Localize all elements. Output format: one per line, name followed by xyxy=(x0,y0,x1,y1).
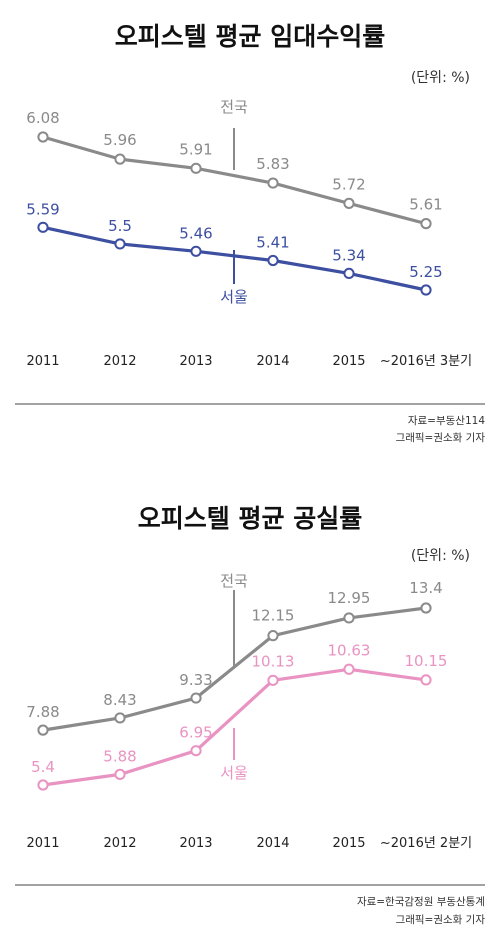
yield-series-1-point-1 xyxy=(114,238,126,250)
yield-chart: 오피스텔 평균 임대수익률 (단위: %) 전국 6.08 5.96 5.91 5.83… xyxy=(15,22,485,444)
vacancy-chart-title: 오피스텔 평균 공실률 xyxy=(138,504,362,533)
vacancy-series-0-name: 전국 xyxy=(220,572,248,590)
yield-series-0-point-1 xyxy=(114,153,126,165)
yield-series-1-label-2: 5.46 xyxy=(179,224,212,242)
yield-series-0-point-2 xyxy=(190,162,202,174)
vacancy-series-1-label-4: 10.63 xyxy=(328,641,371,659)
vacancy-series-1-label-2: 6.95 xyxy=(179,724,212,742)
vacancy-series-0-line xyxy=(42,606,427,732)
vacancy-series-0-point-1 xyxy=(114,712,126,724)
yield-series-1-point-2 xyxy=(190,245,202,257)
vacancy-series-0-point-2 xyxy=(190,692,202,704)
vacancy-series-1-point-1 xyxy=(114,768,126,780)
vacancy-x-tick-3: 2014 xyxy=(256,836,289,851)
yield-series-0-name: 전국 xyxy=(220,98,248,116)
vacancy-series-0-label-0: 7.88 xyxy=(26,703,59,721)
yield-x-tick-3: 2014 xyxy=(256,354,289,369)
yield-series-0-label-3: 5.83 xyxy=(256,155,289,173)
vacancy-series-1-point-2 xyxy=(190,745,202,757)
yield-series-1-point-3 xyxy=(267,254,279,267)
yield-series-0-point-3 xyxy=(267,177,279,189)
yield-series-0-point-0 xyxy=(37,131,49,143)
vacancy-series-1-label-3: 10.13 xyxy=(252,652,295,670)
yield-series-1-label-4: 5.34 xyxy=(332,246,365,264)
vacancy-series-0-point-4 xyxy=(343,612,355,624)
yield-series-0-label-5: 5.61 xyxy=(409,196,442,214)
yield-series-1-point-0 xyxy=(37,221,49,233)
yield-x-tick-2: 2013 xyxy=(179,354,212,369)
vacancy-x-tick-2: 2013 xyxy=(179,836,212,851)
vacancy-series-1-name: 서울 xyxy=(220,764,248,782)
vacancy-series-layer: 전국 7.88 8.43 9.33 12.15 12.95 13.4 서울 5.4 5.88 6.9… xyxy=(26,572,448,791)
yield-chart-title: 오피스텔 평균 임대수익률 xyxy=(115,22,385,51)
yield-series-0-label-0: 6.08 xyxy=(26,109,59,127)
vacancy-series-1-point-4 xyxy=(343,663,355,675)
vacancy-series-0-label-5: 13.4 xyxy=(409,579,442,597)
yield-x-axis: 2011 2012 2013 2014 2015 ~2016년 3분기 xyxy=(26,354,472,369)
vacancy-x-axis: 2011 2012 2013 2014 2015 ~2016년 2분기 xyxy=(26,836,472,851)
yield-series-0-label-2: 5.91 xyxy=(179,140,212,158)
yield-x-tick-5: ~2016년 3분기 xyxy=(380,354,472,369)
vacancy-series-0-point-3 xyxy=(267,630,279,642)
vacancy-series-0-label-4: 12.95 xyxy=(328,589,371,607)
vacancy-series-0-point-5 xyxy=(420,602,432,614)
vacancy-x-tick-0: 2011 xyxy=(26,836,59,851)
yield-series-1-label-3: 5.41 xyxy=(256,234,289,252)
vacancy-x-tick-4: 2015 xyxy=(332,836,365,851)
vacancy-series-1-label-5: 10.15 xyxy=(405,652,448,670)
yield-credit: 그래픽=권소화 기자 xyxy=(396,432,486,444)
vacancy-x-tick-1: 2012 xyxy=(103,836,136,851)
yield-series-0-point-5 xyxy=(420,218,432,230)
yield-series-0-line xyxy=(42,135,427,226)
yield-series-0-label-4: 5.72 xyxy=(332,175,365,193)
yield-series-1-label-1: 5.5 xyxy=(108,217,132,235)
vacancy-x-tick-5: ~2016년 2분기 xyxy=(380,836,472,851)
yield-series-1-name: 서울 xyxy=(220,288,248,306)
yield-series-layer: 전국 6.08 5.96 5.91 5.83 5.72 5.61 서울 5.59 5.5 5.46 5… xyxy=(26,98,442,306)
yield-x-tick-1: 2012 xyxy=(103,354,136,369)
vacancy-chart: 오피스텔 평균 공실률 (단위: %) 전국 7.88 8.43 9.33 12.15 1… xyxy=(15,504,485,926)
vacancy-series-0-label-2: 9.33 xyxy=(179,671,212,689)
vacancy-source: 자료=한국감정원 부동산통계 xyxy=(357,896,485,908)
yield-series-0-label-1: 5.96 xyxy=(103,131,136,149)
vacancy-series-1-point-3 xyxy=(267,674,279,686)
yield-source: 자료=부동산114 xyxy=(408,415,485,427)
yield-x-tick-0: 2011 xyxy=(26,354,59,369)
yield-series-1-point-4 xyxy=(343,267,355,280)
yield-x-tick-4: 2015 xyxy=(332,354,365,369)
yield-series-1-label-5: 5.25 xyxy=(409,263,442,281)
vacancy-series-0-label-1: 8.43 xyxy=(103,691,136,709)
vacancy-series-1-line xyxy=(42,667,427,787)
vacancy-series-1-label-0: 5.4 xyxy=(31,758,55,776)
yield-chart-unit: (단위: %) xyxy=(411,70,470,86)
vacancy-series-0-point-0 xyxy=(37,724,49,736)
yield-series-1-line xyxy=(42,225,427,292)
vacancy-series-0-label-3: 12.15 xyxy=(252,607,295,625)
vacancy-series-1-point-5 xyxy=(420,674,432,686)
yield-series-0-point-4 xyxy=(343,197,355,209)
vacancy-credit: 그래픽=권소화 기자 xyxy=(396,914,486,926)
vacancy-series-1-point-0 xyxy=(37,779,49,791)
yield-series-1-point-5 xyxy=(420,284,432,296)
vacancy-chart-unit: (단위: %) xyxy=(411,548,470,564)
vacancy-series-1-label-1: 5.88 xyxy=(103,747,136,765)
yield-series-1-label-0: 5.59 xyxy=(26,200,59,218)
